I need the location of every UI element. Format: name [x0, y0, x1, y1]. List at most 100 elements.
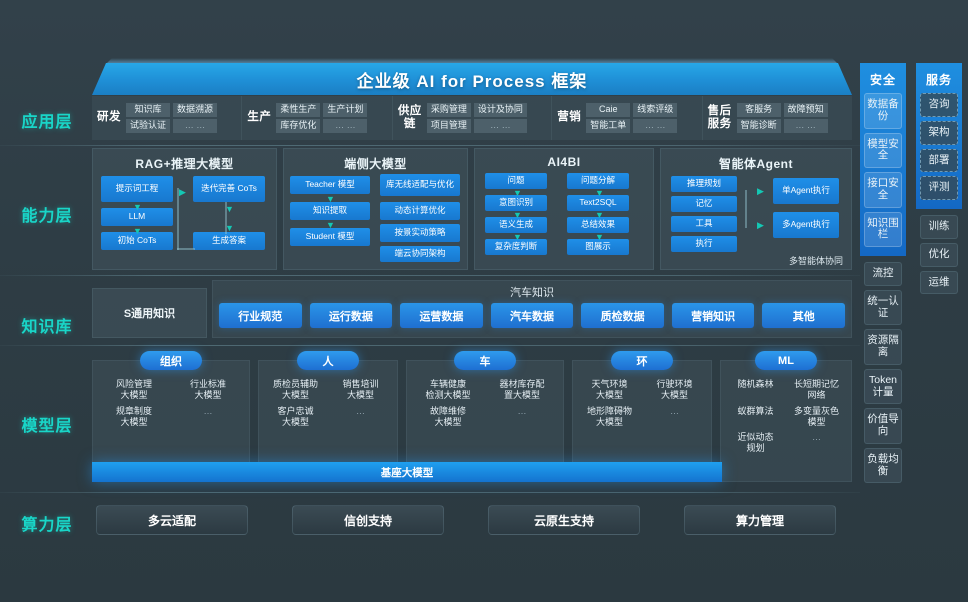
capability-node[interactable]: 记忆: [671, 196, 737, 212]
model-item[interactable]: 客户忠诚 大模型: [277, 405, 314, 427]
application-group[interactable]: 生产 柔性生产 库存优化 生产计划 … …: [241, 96, 391, 140]
sidebar-item[interactable]: 统一认证: [864, 289, 902, 326]
model-group-pill[interactable]: 人: [297, 351, 359, 370]
capability-node[interactable]: 动态计算优化: [380, 202, 460, 220]
sidebar-item[interactable]: 数据备份: [864, 93, 902, 129]
application-cell[interactable]: … …: [783, 119, 828, 133]
model-item[interactable]: …: [517, 405, 527, 416]
application-cell[interactable]: 生产计划: [323, 103, 368, 117]
capability-panel[interactable]: RAG+推理大模型 提示词工程 LLM 初始 CoTs 迭代完善 CoTs 生成答案 ▼ ▼ ▼…: [92, 148, 277, 270]
application-cell[interactable]: 设计及协同: [473, 103, 527, 117]
model-item[interactable]: …: [812, 432, 821, 442]
capability-node[interactable]: LLM: [101, 208, 173, 226]
capability-node[interactable]: 问题: [485, 173, 547, 189]
application-cell[interactable]: … …: [173, 119, 218, 133]
application-group[interactable]: 营销 Caie 智能工单 线索评级 … …: [551, 96, 701, 140]
model-group[interactable]: 环天气环境 大模型 行驶环境 大模型 地形障碍物 大模型…: [572, 351, 712, 478]
model-item[interactable]: 规章制度 大模型: [115, 405, 152, 427]
model-item[interactable]: 行业标准 大模型: [189, 379, 226, 401]
sidebar-item[interactable]: 价值导向: [864, 408, 902, 444]
capability-node[interactable]: 库无线适配与优化: [380, 174, 460, 196]
capability-node[interactable]: 按景实动策略: [380, 224, 460, 242]
application-cell[interactable]: 智能诊断: [736, 119, 781, 133]
capability-node[interactable]: 端云协同架构: [380, 246, 460, 262]
application-cell[interactable]: 采购管理: [426, 103, 471, 117]
capability-node[interactable]: 意图识别: [485, 195, 547, 211]
capability-node[interactable]: 语义生成: [485, 217, 547, 233]
sidebar-item[interactable]: 部署: [920, 148, 958, 173]
sidebar-item[interactable]: 评测: [920, 176, 958, 200]
capability-node[interactable]: 问题分解: [567, 173, 629, 189]
sidebar-item[interactable]: 资源隔离: [864, 329, 902, 365]
capability-node[interactable]: 复杂度判断: [485, 239, 547, 255]
application-group[interactable]: 供应链 采购管理 项目管理 设计及协同 … …: [391, 96, 551, 140]
application-cell[interactable]: 试验认证: [126, 119, 171, 133]
capability-node[interactable]: 迭代完善 CoTs: [193, 176, 265, 202]
capability-node[interactable]: 推理规划: [671, 176, 737, 192]
model-group[interactable]: 组织风险管理 大模型 行业标准 大模型规章制度 大模型 …: [92, 351, 250, 478]
knowledge-tag[interactable]: 行业规范: [219, 303, 302, 328]
application-cell[interactable]: 数据溯源: [173, 103, 218, 117]
application-group[interactable]: 售后服务 客服务 智能诊断 故障预知 … …: [701, 96, 852, 140]
model-item[interactable]: 近似动态 规划: [737, 432, 774, 454]
sidebar-item[interactable]: 架构: [920, 120, 958, 145]
capability-node[interactable]: 单Agent执行: [773, 178, 839, 204]
knowledge-tag[interactable]: 运营数据: [400, 303, 483, 328]
compute-button[interactable]: 云原生支持: [488, 505, 640, 535]
capability-panel[interactable]: 智能体Agent 推理规划 记忆 工具 执行 单Agent执行 多Agent执行 ▶ ▶ 多智能体…: [660, 148, 852, 270]
application-cell[interactable]: 故障预知: [783, 103, 828, 117]
knowledge-tag[interactable]: 营销知识: [671, 303, 755, 328]
capability-node[interactable]: 知识提取: [290, 202, 370, 220]
application-cell[interactable]: … …: [323, 119, 368, 133]
capability-node[interactable]: 总结效果: [567, 217, 629, 233]
sidebar-item[interactable]: 模型安全: [864, 132, 902, 168]
model-item[interactable]: 长短期记忆 网络: [793, 379, 839, 401]
knowledge-tag[interactable]: 汽车数据: [490, 303, 574, 328]
model-group-pill[interactable]: 车: [454, 351, 516, 370]
model-item[interactable]: 多变量灰色 模型: [793, 405, 839, 427]
capability-panel[interactable]: AI4BI 问题 意图识别 语义生成 复杂度判断 问题分解 Text2SQL 总结效果 图展示 ▼…: [474, 148, 654, 270]
capability-node[interactable]: Student 模型: [290, 228, 370, 246]
model-item[interactable]: …: [670, 405, 679, 416]
model-group-pill[interactable]: ML: [755, 351, 817, 370]
model-group-pill[interactable]: 组织: [140, 351, 202, 370]
capability-node[interactable]: 初始 CoTs: [101, 232, 173, 250]
capability-node[interactable]: 生成答案: [193, 232, 265, 250]
application-cell[interactable]: 柔性生产: [276, 103, 321, 117]
model-group[interactable]: 人质检员辅助 大模型 销售培训 大模型 客户忠诚 大模型…: [258, 351, 398, 478]
capability-node[interactable]: 提示词工程: [101, 176, 173, 202]
sidebar-item[interactable]: 训练: [920, 215, 958, 239]
application-cell[interactable]: 知识库: [126, 103, 171, 117]
capability-panel[interactable]: 端侧大模型 Teacher 模型 知识提取 Student 模型 库无线适配与优化 动态计…: [283, 148, 468, 270]
knowledge-tag[interactable]: 质检数据: [581, 303, 664, 328]
application-cell[interactable]: 智能工单: [586, 119, 631, 133]
application-group[interactable]: 研发 知识库 试验认证 数据溯源 … …: [92, 96, 241, 140]
application-cell[interactable]: Caie: [586, 103, 631, 117]
application-cell[interactable]: 库存优化: [276, 119, 321, 133]
sidebar-item[interactable]: 优化: [920, 242, 958, 267]
capability-node[interactable]: 工具: [671, 216, 737, 232]
compute-button[interactable]: 信创支持: [292, 505, 444, 535]
application-cell[interactable]: 线索评级: [633, 103, 678, 117]
model-item[interactable]: 天气环境 大模型: [591, 379, 628, 401]
model-item[interactable]: …: [203, 405, 213, 416]
capability-node[interactable]: Teacher 模型: [290, 176, 370, 194]
compute-button[interactable]: 算力管理: [684, 505, 836, 535]
model-item[interactable]: 地形障碍物 大模型: [586, 405, 632, 427]
model-item[interactable]: 随机森林: [737, 379, 774, 389]
model-item[interactable]: 质检员辅助 大模型: [272, 379, 318, 401]
sidebar-item[interactable]: 知识围栏: [864, 211, 902, 247]
capability-node[interactable]: 图展示: [567, 239, 629, 255]
model-group[interactable]: 车车辆健康 检测大模型 器材库存配 置大模型 故障维修 大模型…: [406, 351, 564, 478]
capability-node[interactable]: Text2SQL: [567, 195, 629, 211]
application-cell[interactable]: 客服务: [736, 103, 781, 117]
application-cell[interactable]: 项目管理: [426, 119, 471, 133]
capability-node[interactable]: 执行: [671, 236, 737, 252]
sidebar-item[interactable]: 接口安全: [864, 172, 902, 208]
model-group-pill[interactable]: 环: [611, 351, 673, 370]
sidebar-item[interactable]: 负载均衡: [864, 447, 902, 484]
model-item[interactable]: 风险管理 大模型: [115, 379, 152, 401]
sidebar-item[interactable]: 运维: [920, 270, 958, 295]
sidebar-item[interactable]: 流控: [864, 262, 902, 286]
compute-button[interactable]: 多云适配: [96, 505, 248, 535]
